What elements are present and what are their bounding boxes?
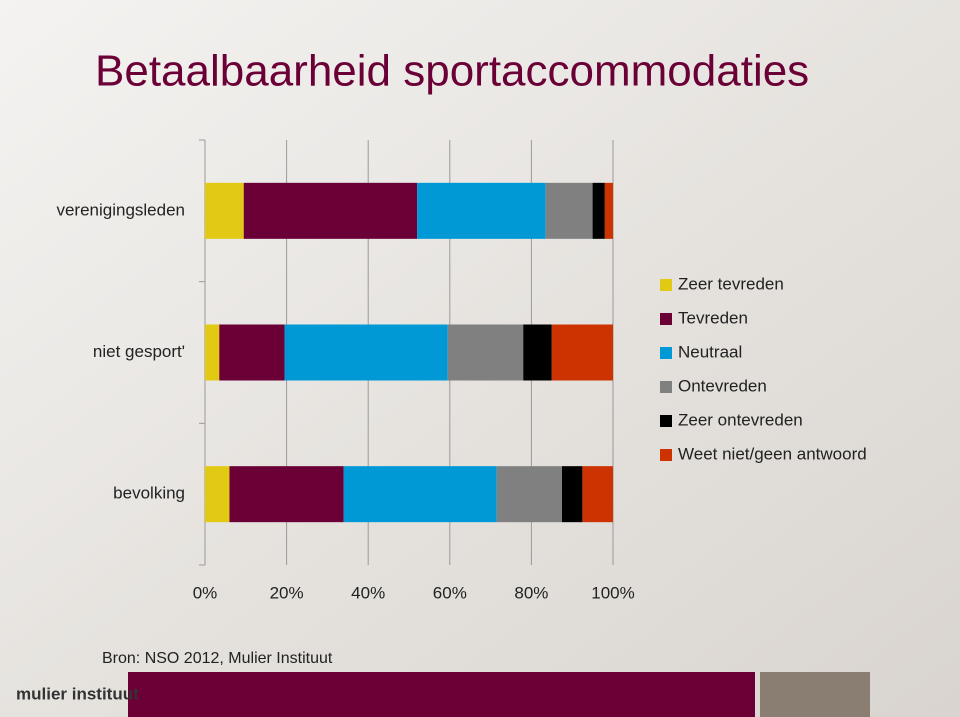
bar-segment — [551, 324, 613, 381]
bar-segment — [523, 324, 552, 381]
logo: mulier instituut — [16, 684, 139, 703]
bar-segment — [205, 466, 230, 523]
legend-label: Zeer tevreden — [678, 274, 784, 293]
bar-segment — [562, 466, 583, 523]
bar-segment — [582, 466, 613, 523]
legend-swatch — [660, 415, 672, 427]
bar-segment — [545, 182, 593, 239]
bar-segment — [604, 182, 613, 239]
legend-label: Zeer ontevreden — [678, 410, 803, 429]
plot: 0% 20% 40% 60% 80% 100% verenigingsleden niet g… — [56, 139, 867, 602]
slide-title: Betaalbaarheid sportaccommodaties — [95, 47, 809, 96]
y-tick-label: verenigingsleden — [56, 200, 185, 219]
bar-segment — [219, 324, 285, 381]
source: Bron: NSO 2012, Mulier Instituut — [102, 650, 333, 667]
bar-segment — [205, 324, 220, 381]
bar-segment — [284, 324, 448, 381]
y-tick-label: bevolking — [113, 484, 185, 503]
legend-label: Ontevreden — [678, 376, 767, 395]
bar-segment — [447, 324, 524, 381]
legend-swatch — [660, 279, 672, 291]
legend-swatch — [660, 449, 672, 461]
bar-segment — [592, 182, 605, 239]
x-tick-label: 80% — [514, 583, 548, 602]
bar-segment — [343, 466, 497, 523]
bar-segment — [205, 182, 244, 239]
legend-swatch — [660, 347, 672, 359]
legend-label: Tevreden — [678, 308, 748, 327]
x-tick-label: 60% — [433, 583, 467, 602]
y-tick-label: niet gesport' — [93, 342, 185, 361]
bar-segment — [496, 466, 562, 523]
legend-label: Weet niet/geen antwoord — [678, 444, 867, 463]
bar-segment — [229, 466, 344, 523]
legend-swatch — [660, 381, 672, 393]
x-tick-label: 20% — [270, 583, 304, 602]
x-tick-label: 100% — [591, 583, 634, 602]
legend-swatch — [660, 313, 672, 325]
legend-label: Neutraal — [678, 342, 742, 361]
bar-segment — [243, 182, 418, 239]
footer-band — [128, 672, 755, 717]
x-tick-label: 40% — [351, 583, 385, 602]
bar-segment — [417, 182, 546, 239]
footer-photo — [760, 672, 870, 717]
x-tick-label: 0% — [193, 583, 218, 602]
